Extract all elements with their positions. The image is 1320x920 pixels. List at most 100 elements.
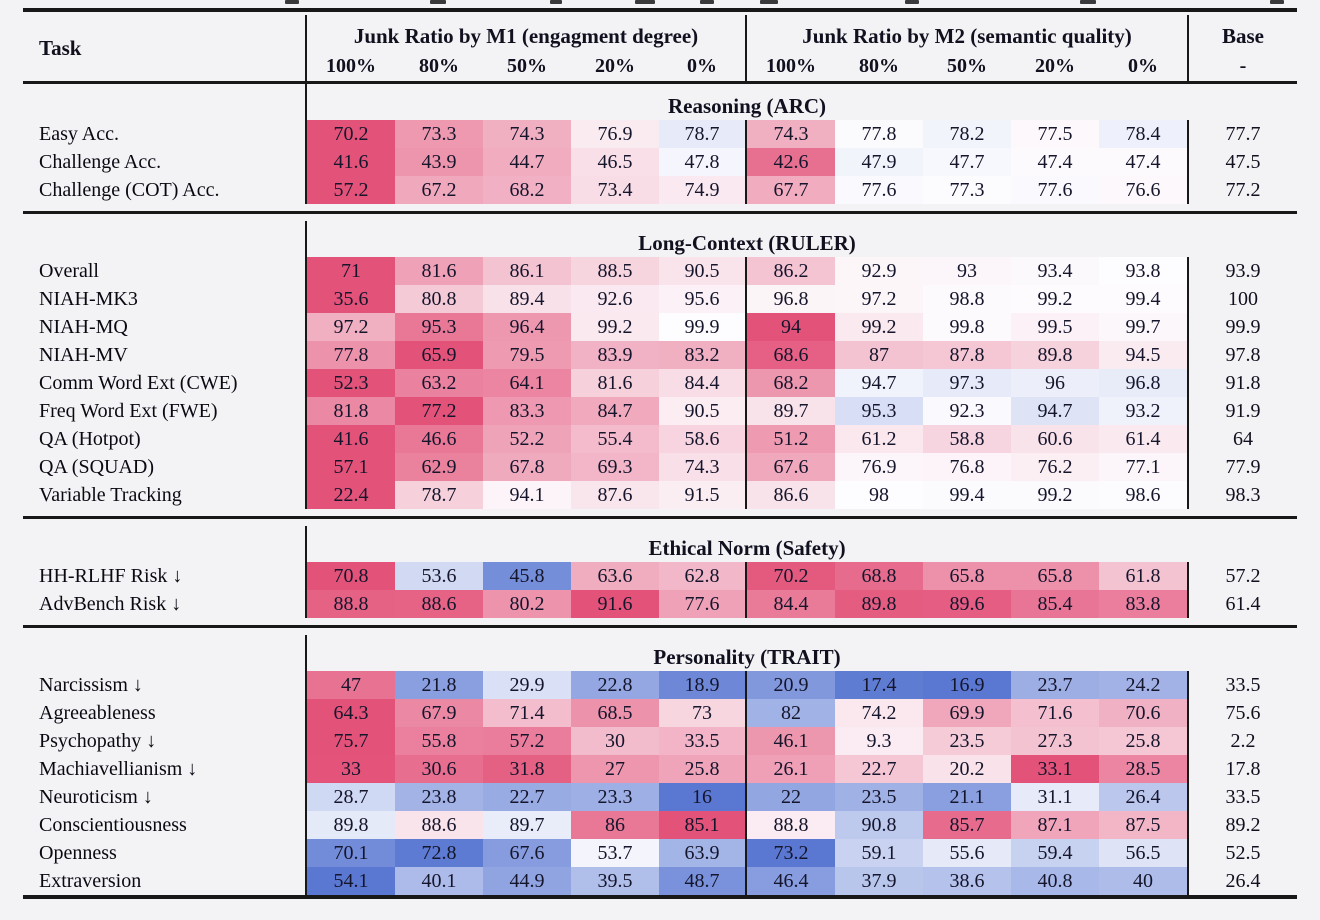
- m1-heat-cell: 53.7: [571, 839, 659, 867]
- m1-heat-cell: 54.1: [307, 867, 395, 895]
- m2-heat-cell: 93.8: [1099, 257, 1187, 285]
- m2-heat-cell: 93.2: [1099, 397, 1187, 425]
- m2-heat-cell: 74.2: [835, 699, 923, 727]
- m1-heat-cell: 77.6: [659, 590, 747, 618]
- column-header-base: Base: [1187, 15, 1297, 51]
- base-value-cell: 17.8: [1187, 755, 1297, 783]
- m2-heat-cell: 47.4: [1011, 148, 1099, 176]
- m1-heat-cell: 31.8: [483, 755, 571, 783]
- m2-heat-cell: 89.8: [1011, 341, 1099, 369]
- base-value-cell: 26.4: [1187, 867, 1297, 895]
- m2-heat-cell: 96.8: [747, 285, 835, 313]
- m1-heat-cell: 88.6: [395, 590, 483, 618]
- row-task-label: Overall: [23, 257, 307, 285]
- column-header-task: Task: [23, 15, 307, 81]
- table-row: NIAH-MV 77.8 65.9 79.5 83.9 83.2 68.6 87 87.8 89.…: [23, 341, 1297, 369]
- table-row: Neuroticism ↓ 28.7 23.8 22.7 23.3 16 22 23.5 21.…: [23, 783, 1297, 811]
- m2-heat-cell: 78.4: [1099, 120, 1187, 148]
- m2-heat-cell: 77.1: [1099, 453, 1187, 481]
- m2-heat-cell: 97.2: [835, 285, 923, 313]
- header-rule: [23, 81, 1297, 84]
- m2-heat-cell: 92.9: [835, 257, 923, 285]
- m2-heat-cell: 88.8: [747, 811, 835, 839]
- m1-heat-cell: 86: [571, 811, 659, 839]
- m2-heat-cell: 47.9: [835, 148, 923, 176]
- m2-heat-cell: 77.6: [1011, 176, 1099, 204]
- section-task-spacer: [23, 635, 307, 671]
- pct-header-m2-80: 80%: [859, 54, 899, 77]
- m1-heat-cell: 33: [307, 755, 395, 783]
- m2-heat-cell: 76.9: [835, 453, 923, 481]
- m2-heat-cell: 22.7: [835, 755, 923, 783]
- m2-heat-cell: 65.8: [923, 562, 1011, 590]
- table-row: AdvBench Risk ↓ 88.8 88.6 80.2 91.6 77.6 84.4 8…: [23, 590, 1297, 618]
- m2-heat-cell: 87.8: [923, 341, 1011, 369]
- m2-heat-cell: 76.8: [923, 453, 1011, 481]
- row-task-label: Psychopathy ↓: [23, 727, 307, 755]
- m1-heat-cell: 81.8: [307, 397, 395, 425]
- m2-heat-cell: 82: [747, 699, 835, 727]
- m2-heat-cell: 94.7: [835, 369, 923, 397]
- m2-heat-cell: 76.2: [1011, 453, 1099, 481]
- m1-heat-cell: 89.8: [307, 811, 395, 839]
- m1-heat-cell: 94.1: [483, 481, 571, 509]
- m2-heat-cell: 99.4: [923, 481, 1011, 509]
- table-row: QA (Hotpot) 41.6 46.6 52.2 55.4 58.6 51.2 61.2 5…: [23, 425, 1297, 453]
- section-base-spacer: [1187, 635, 1297, 671]
- table-row: Machiavellianism ↓ 33 30.6 31.8 27 25.8 26.1 22…: [23, 755, 1297, 783]
- m2-heat-cell: 20.9: [747, 671, 835, 699]
- row-task-label: Neuroticism ↓: [23, 783, 307, 811]
- m1-heat-cell: 76.9: [571, 120, 659, 148]
- section-title: Long-Context (RULER): [638, 231, 856, 255]
- m1-heat-cell: 22.8: [571, 671, 659, 699]
- m2-heat-cell: 42.6: [747, 148, 835, 176]
- m1-heat-cell: 23.8: [395, 783, 483, 811]
- table-header: Task Junk Ratio by M1 (engagment degree)…: [23, 15, 1297, 81]
- m1-heat-cell: 43.9: [395, 148, 483, 176]
- table-row: HH-RLHF Risk ↓ 70.8 53.6 45.8 63.6 62.8 70.2 68…: [23, 562, 1297, 590]
- m1-heat-cell: 67.9: [395, 699, 483, 727]
- table-row: NIAH-MQ 97.2 95.3 96.4 99.2 99.9 94 99.2 99.8 99.…: [23, 313, 1297, 341]
- m2-heat-cell: 23.5: [835, 783, 923, 811]
- m2-heat-cell: 68.2: [747, 369, 835, 397]
- m1-heat-cell: 39.5: [571, 867, 659, 895]
- row-task-label: AdvBench Risk ↓: [23, 590, 307, 618]
- m1-heat-cell: 68.2: [483, 176, 571, 204]
- m1-heat-cell: 69.3: [571, 453, 659, 481]
- m2-heat-cell: 55.6: [923, 839, 1011, 867]
- m2-heat-cell: 40: [1099, 867, 1187, 895]
- m1-heat-cell: 91.6: [571, 590, 659, 618]
- m2-heat-cell: 67.7: [747, 176, 835, 204]
- base-value-cell: 89.2: [1187, 811, 1297, 839]
- m2-heat-cell: 97.3: [923, 369, 1011, 397]
- pct-header-m2-100: 100%: [766, 54, 816, 77]
- m2-heat-cell: 26.1: [747, 755, 835, 783]
- m2-heat-cell: 60.6: [1011, 425, 1099, 453]
- row-task-label: Challenge (COT) Acc.: [23, 176, 307, 204]
- m1-heat-cell: 62.8: [659, 562, 747, 590]
- section-base-spacer: [1187, 84, 1297, 120]
- m1-heat-cell: 95.6: [659, 285, 747, 313]
- row-task-label: Challenge Acc.: [23, 148, 307, 176]
- m2-heat-cell: 85.7: [923, 811, 1011, 839]
- pct-header-m1-80: 80%: [419, 54, 459, 77]
- m1-heat-cell: 41.6: [307, 148, 395, 176]
- m2-heat-cell: 99.2: [1011, 481, 1099, 509]
- m1-heat-cell: 70.1: [307, 839, 395, 867]
- table-row: Conscientiousness 89.8 88.6 89.7 86 85.1 88.8 9…: [23, 811, 1297, 839]
- m1-heat-cell: 21.8: [395, 671, 483, 699]
- m2-heat-cell: 89.6: [923, 590, 1011, 618]
- m1-heat-cell: 84.4: [659, 369, 747, 397]
- m2-heat-cell: 59.1: [835, 839, 923, 867]
- m2-heat-cell: 70.2: [747, 562, 835, 590]
- m2-heat-cell: 86.6: [747, 481, 835, 509]
- m1-heat-cell: 77.2: [395, 397, 483, 425]
- m2-heat-cell: 78.2: [923, 120, 1011, 148]
- m1-heat-cell: 55.8: [395, 727, 483, 755]
- m1-heat-cell: 44.7: [483, 148, 571, 176]
- base-value-cell: 52.5: [1187, 839, 1297, 867]
- m1-heat-cell: 99.9: [659, 313, 747, 341]
- m1-heat-cell: 63.9: [659, 839, 747, 867]
- m1-heat-cell: 77.8: [307, 341, 395, 369]
